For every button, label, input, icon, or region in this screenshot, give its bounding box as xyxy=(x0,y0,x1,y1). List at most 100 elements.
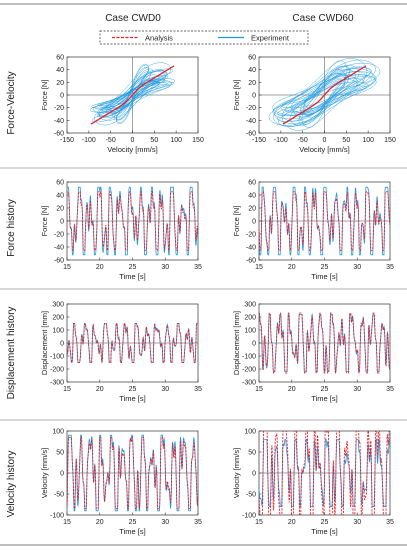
x-tick-label: 35 xyxy=(386,386,394,393)
analysis-series xyxy=(282,65,367,125)
y-axis-label: Displacement [mm] xyxy=(232,311,241,375)
analysis-series xyxy=(67,435,198,510)
x-tick-label: 25 xyxy=(129,519,137,526)
y-tick-label: 20 xyxy=(56,80,64,87)
column-title-cwd0: Case CWD0 xyxy=(105,13,161,24)
x-axis-label: Time [s] xyxy=(311,272,337,281)
experiment-series xyxy=(89,62,176,126)
y-tick-label: -100 xyxy=(50,513,64,520)
y-tick-label: -300 xyxy=(242,380,256,387)
x-tick-label: 30 xyxy=(353,519,361,526)
y-tick-label: 0 xyxy=(252,93,256,100)
y-tick-label: 0 xyxy=(252,471,256,478)
y-tick-label: 100 xyxy=(52,328,64,335)
y-tick-label: -300 xyxy=(50,380,64,387)
x-tick-label: -100 xyxy=(82,137,96,144)
legend-box xyxy=(99,30,309,45)
plot-area xyxy=(67,186,198,256)
x-axis-label: Time [s] xyxy=(119,272,145,281)
x-tick-label: 35 xyxy=(386,519,394,526)
x-tick-label: 20 xyxy=(96,386,104,393)
x-tick-label: -50 xyxy=(298,137,308,144)
y-tick-label: -20 xyxy=(246,105,256,112)
legend-experiment-label: Experiment xyxy=(251,34,290,43)
plot-area xyxy=(268,58,381,131)
analysis-series xyxy=(259,312,390,374)
y-tick-label: 200 xyxy=(244,315,256,322)
y-axis-label: Force [N] xyxy=(232,80,241,111)
chart-panel-3: 15 20 25 30 35 -60 -40 -20 0 20 40 60 Time [s] Force … xyxy=(40,180,202,282)
x-tick-label: 30 xyxy=(161,386,169,393)
y-tick-label: -100 xyxy=(242,513,256,520)
y-tick-label: -200 xyxy=(242,367,256,374)
y-tick-label: -200 xyxy=(50,367,64,374)
chart-panel-4: 15 20 25 30 35 -60 -40 -20 0 20 40 60 Time [s] Force … xyxy=(232,180,394,282)
y-axis-label: Force [N] xyxy=(40,206,49,237)
x-axis-label: Time [s] xyxy=(311,394,337,403)
x-tick-label: 20 xyxy=(288,264,296,271)
y-tick-label: -60 xyxy=(54,258,64,265)
y-tick-label: -60 xyxy=(246,258,256,265)
x-tick-label: 50 xyxy=(150,137,158,144)
x-tick-label: 25 xyxy=(129,264,137,271)
y-tick-label: -20 xyxy=(54,232,64,239)
x-axis-label: Time [s] xyxy=(311,527,337,536)
y-tick-label: -60 xyxy=(54,131,64,138)
y-tick-label: 50 xyxy=(248,450,256,457)
row-label-displacement-history: Displacement history xyxy=(6,307,17,400)
experiment-series xyxy=(268,58,381,131)
y-tick-label: -50 xyxy=(54,492,64,499)
x-tick-label: 150 xyxy=(192,137,204,144)
y-axis-label: Velocity [mm/s] xyxy=(40,448,49,498)
x-tick-label: 50 xyxy=(342,137,350,144)
x-tick-label: 15 xyxy=(255,519,263,526)
chart-panel-6: 15 20 25 30 35 -300 -200 -100 0 100 200 300 Time [s]… xyxy=(232,302,394,404)
y-axis-label: Displacement [mm] xyxy=(40,311,49,375)
y-tick-label: -40 xyxy=(246,118,256,125)
x-tick-label: 30 xyxy=(161,264,169,271)
y-axis-label: Force [N] xyxy=(40,80,49,111)
x-tick-label: 15 xyxy=(63,386,71,393)
y-tick-label: 60 xyxy=(56,180,64,187)
x-tick-label: 35 xyxy=(194,386,202,393)
y-tick-label: 300 xyxy=(52,302,64,309)
chart-panel-8: 15 20 25 30 35 -100 -50 0 50 100 Time [s] Velocity … xyxy=(232,429,394,537)
x-tick-label: 25 xyxy=(129,386,137,393)
x-tick-label: -50 xyxy=(106,137,116,144)
y-tick-label: 60 xyxy=(248,180,256,187)
y-tick-label: -20 xyxy=(246,232,256,239)
y-tick-label: 50 xyxy=(56,450,64,457)
y-tick-label: 40 xyxy=(56,67,64,74)
y-tick-label: -40 xyxy=(54,245,64,252)
y-axis-label: Force [N] xyxy=(232,206,241,237)
x-tick-label: 20 xyxy=(288,519,296,526)
row-separators xyxy=(0,167,407,546)
y-tick-label: 40 xyxy=(56,193,64,200)
y-tick-label: -100 xyxy=(242,354,256,361)
x-tick-label: 15 xyxy=(63,264,71,271)
legend: Analysis Experiment xyxy=(99,30,309,45)
chart-panels: -150 -100 -50 0 50 100 150-60-40-200204060Velo… xyxy=(40,55,396,537)
x-tick-label: 100 xyxy=(170,137,182,144)
y-tick-label: 300 xyxy=(244,302,256,309)
x-tick-label: 0 xyxy=(323,137,327,144)
analysis-series xyxy=(90,65,175,125)
y-tick-label: 0 xyxy=(60,341,64,348)
x-tick-label: 25 xyxy=(321,386,329,393)
x-axis-label: Time [s] xyxy=(119,394,145,403)
x-tick-label: 15 xyxy=(255,264,263,271)
y-tick-label: 60 xyxy=(248,55,256,62)
y-tick-label: 0 xyxy=(60,93,64,100)
y-tick-label: 60 xyxy=(56,55,64,62)
analysis-series xyxy=(67,190,198,251)
plot-area xyxy=(259,431,390,515)
x-tick-label: 30 xyxy=(353,264,361,271)
chart-panel-5: 15 20 25 30 35 -300 -200 -100 0 100 200 300 Time [s]… xyxy=(40,302,202,404)
x-tick-label: 20 xyxy=(96,264,104,271)
x-axis-label: Velocity [mm/s] xyxy=(107,145,157,154)
y-tick-label: 20 xyxy=(56,206,64,213)
y-tick-label: -60 xyxy=(246,131,256,138)
analysis-series xyxy=(259,190,390,251)
chart-panel-7: 15 20 25 30 35 -100 -50 0 50 100 Time [s] Velocity … xyxy=(40,429,202,537)
x-tick-label: 15 xyxy=(63,519,71,526)
